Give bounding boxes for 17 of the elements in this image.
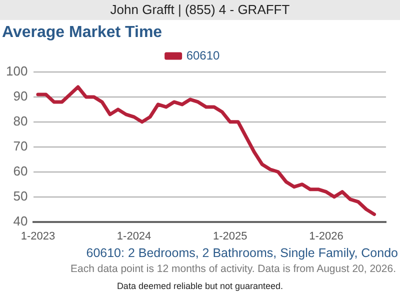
legend-label: 60610 [186,48,220,62]
y-tick-label: 60 [13,163,28,178]
text: Each data point is 12 months of activity. Data is from August 20, 2026. [70,262,397,277]
x-tick-label: 1-2026 [309,230,344,242]
y-tick-label: 40 [13,213,28,228]
chart-title: Average Market Time [1,23,164,43]
y-tick-label: 100 [6,64,28,79]
x-tick-label: 1-2025 [212,230,248,242]
text: 60610: 2 Bedrooms, 2 Bathrooms, Single Family, Condo [85,246,399,261]
x-tick-label: 1-2023 [20,230,56,242]
y-tick-label: 90 [13,88,28,104]
y-tick-label: 80 [13,114,28,129]
x-tick-label: 1-2024 [116,230,152,242]
text: John Grafft | (855) 4 - GRAFFT [0,0,400,20]
text: Data deemed reliable but not guaranteed. [116,280,284,293]
y-tick-label: 50 [13,188,28,204]
y-tick-label: 70 [13,138,28,154]
